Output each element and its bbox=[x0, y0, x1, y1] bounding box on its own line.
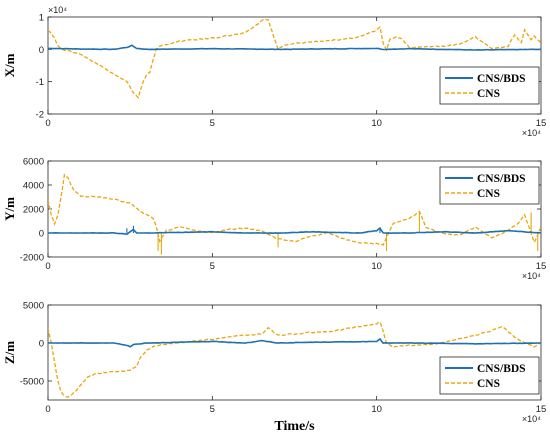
legend-label-cns: CNS bbox=[477, 378, 500, 390]
series-line-cns-bds bbox=[48, 337, 541, 348]
x-exponent-label: ×10⁴ bbox=[522, 271, 541, 281]
y-tick-label: 0 bbox=[39, 45, 44, 56]
legend-label-cns: CNS bbox=[477, 88, 500, 100]
series-line-cns-bds bbox=[48, 44, 541, 51]
x-tick-label: 15 bbox=[536, 404, 547, 415]
x-tick-label: 15 bbox=[536, 261, 547, 272]
y-tick-label: 2000 bbox=[23, 205, 44, 216]
y-tick-label: 4000 bbox=[23, 181, 44, 192]
y-tick-label: -5000 bbox=[20, 377, 44, 388]
x-axis-label: Time/s bbox=[274, 419, 315, 434]
y-tick-label: 0 bbox=[39, 339, 44, 350]
y-axis-label: Y/m bbox=[2, 197, 17, 221]
x-tick-label: 15 bbox=[536, 118, 547, 129]
y-axis-label: X/m bbox=[2, 53, 17, 77]
x-tick-label: 5 bbox=[210, 118, 215, 129]
legend-box bbox=[439, 166, 540, 205]
x-exponent-label: ×10⁴ bbox=[522, 128, 541, 138]
series-line-cns bbox=[48, 18, 541, 99]
x-tick-label: 5 bbox=[210, 404, 215, 415]
chart-panel-2: 0 5 10 15-20000200040006000×10⁴Y/mCNS/BDSCN… bbox=[2, 157, 546, 282]
x-tick-label: 10 bbox=[371, 404, 382, 415]
y-tick-label: 5000 bbox=[23, 301, 44, 312]
x-tick-label: 0 bbox=[45, 404, 50, 415]
legend: CNS/BDS CNS bbox=[439, 356, 540, 395]
y-exponent-label: ×10⁴ bbox=[48, 5, 67, 15]
y-tick-label: -2 bbox=[36, 110, 44, 121]
x-tick-label: 5 bbox=[210, 261, 215, 272]
y-tick-label: 1 bbox=[39, 13, 44, 24]
x-tick-label: 0 bbox=[45, 118, 50, 129]
x-exponent-label: ×10⁴ bbox=[522, 414, 541, 424]
x-tick-label: 10 bbox=[371, 118, 382, 129]
legend-label-cns-bds: CNS/BDS bbox=[477, 363, 526, 375]
series-line-cns-bds bbox=[48, 226, 541, 236]
x-tick-label: 0 bbox=[45, 261, 50, 272]
legend: CNS/BDS CNS bbox=[439, 166, 540, 205]
legend-label-cns-bds: CNS/BDS bbox=[477, 173, 526, 185]
series-line-cns bbox=[48, 321, 541, 398]
legend: CNS/BDS CNS bbox=[439, 66, 540, 105]
y-tick-label: 0 bbox=[39, 229, 44, 240]
chart-panel-3: 0 5 10 15 -5000 0 5000 ×10⁴ Z/m Time/s CNS/BDS CNS bbox=[2, 301, 546, 435]
legend-box bbox=[439, 356, 540, 395]
legend-label-cns: CNS bbox=[477, 188, 500, 200]
y-axis-label: Z/m bbox=[2, 341, 17, 364]
series-line-cns bbox=[48, 173, 541, 246]
legend-label-cns-bds: CNS/BDS bbox=[477, 73, 526, 85]
x-tick-label: 10 bbox=[371, 261, 382, 272]
y-tick-label: 6000 bbox=[23, 157, 44, 168]
y-tick-label: -1 bbox=[36, 77, 44, 88]
legend-box bbox=[439, 66, 540, 105]
y-tick-label: -2000 bbox=[20, 253, 44, 264]
chart-panel-1: 0 5 10 15 -2 -1 0 1 ×10⁴ ×10⁴ X/m CNS/BDS CNS bbox=[2, 5, 546, 138]
